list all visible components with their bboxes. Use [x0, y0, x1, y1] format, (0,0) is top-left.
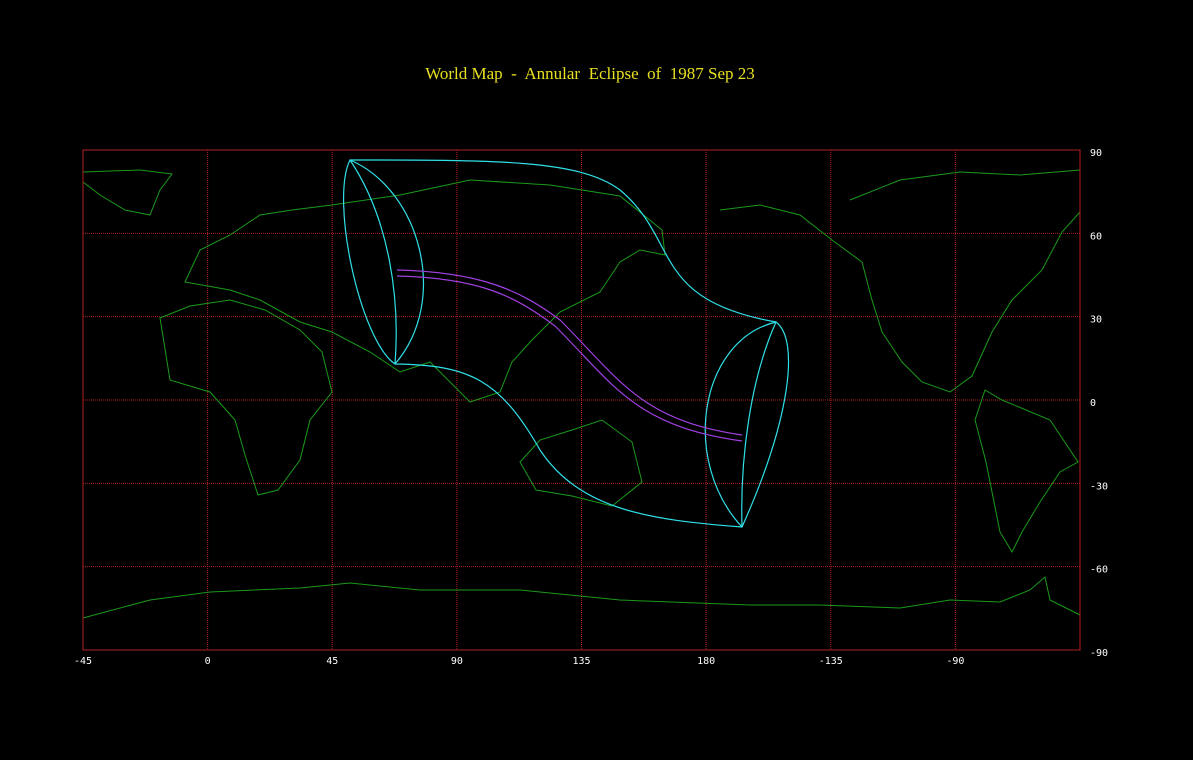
central-line — [396, 269, 743, 436]
coastlines — [82, 169, 1081, 619]
grid — [82, 149, 1080, 651]
map-title: World Map - Annular Eclipse of 1987 Sep … — [425, 64, 755, 83]
y-tick-label: 0 — [1090, 398, 1096, 409]
x-tick-label: 180 — [697, 656, 715, 667]
y-tick-label: 60 — [1090, 231, 1102, 242]
eclipse-limit — [349, 159, 425, 365]
x-tick-label: 0 — [205, 656, 211, 667]
eclipse-limit — [704, 321, 777, 528]
coastline — [519, 419, 643, 507]
coastline — [82, 169, 173, 216]
eclipse-path — [343, 159, 790, 528]
central-line — [396, 275, 743, 442]
coastline — [159, 299, 333, 496]
y-tick-label: -30 — [1090, 481, 1108, 492]
map-frame — [82, 149, 1081, 651]
x-tick-label: 45 — [326, 656, 338, 667]
y-tick-label: -90 — [1090, 648, 1108, 659]
coastline — [849, 169, 1081, 201]
x-tick-label: -90 — [946, 656, 964, 667]
coastline — [974, 389, 1079, 554]
y-tick-label: -60 — [1090, 565, 1108, 576]
coastline — [184, 179, 666, 403]
y-tick-label: 30 — [1090, 315, 1102, 326]
coastline — [82, 576, 1081, 619]
coastline — [719, 204, 1081, 393]
x-tick-label: 90 — [451, 656, 463, 667]
x-tick-label: -45 — [74, 656, 92, 667]
x-tick-label: 135 — [572, 656, 590, 667]
eclipse-limit — [343, 159, 790, 528]
y-tick-label: 90 — [1090, 148, 1102, 159]
x-tick-label: -135 — [819, 656, 843, 667]
